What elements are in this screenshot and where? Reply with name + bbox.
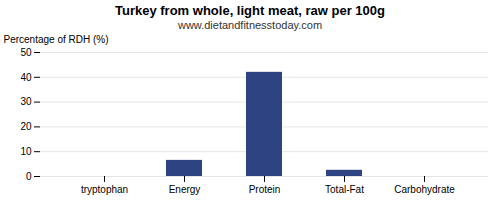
svg-text:40: 40 <box>20 72 32 83</box>
svg-text:20: 20 <box>20 121 32 132</box>
svg-text:Energy: Energy <box>169 184 201 195</box>
svg-text:Percentage of RDH (%): Percentage of RDH (%) <box>4 34 109 45</box>
svg-text:10: 10 <box>20 146 32 157</box>
svg-text:0: 0 <box>26 171 32 182</box>
svg-text:30: 30 <box>20 96 32 107</box>
svg-text:50: 50 <box>20 47 32 58</box>
svg-text:Carbohydrate: Carbohydrate <box>394 184 455 195</box>
svg-text:tryptophan: tryptophan <box>81 184 128 195</box>
html-text:www.dietandfitnesstoday.com: www.dietandfitnesstoday.com <box>178 19 322 31</box>
html-text:Turkey from whole, light meat,: Turkey from whole, light meat, raw per 1… <box>115 3 385 18</box>
svg-text:Total-Fat: Total-Fat <box>325 184 364 195</box>
svg-text:Protein: Protein <box>249 184 281 195</box>
